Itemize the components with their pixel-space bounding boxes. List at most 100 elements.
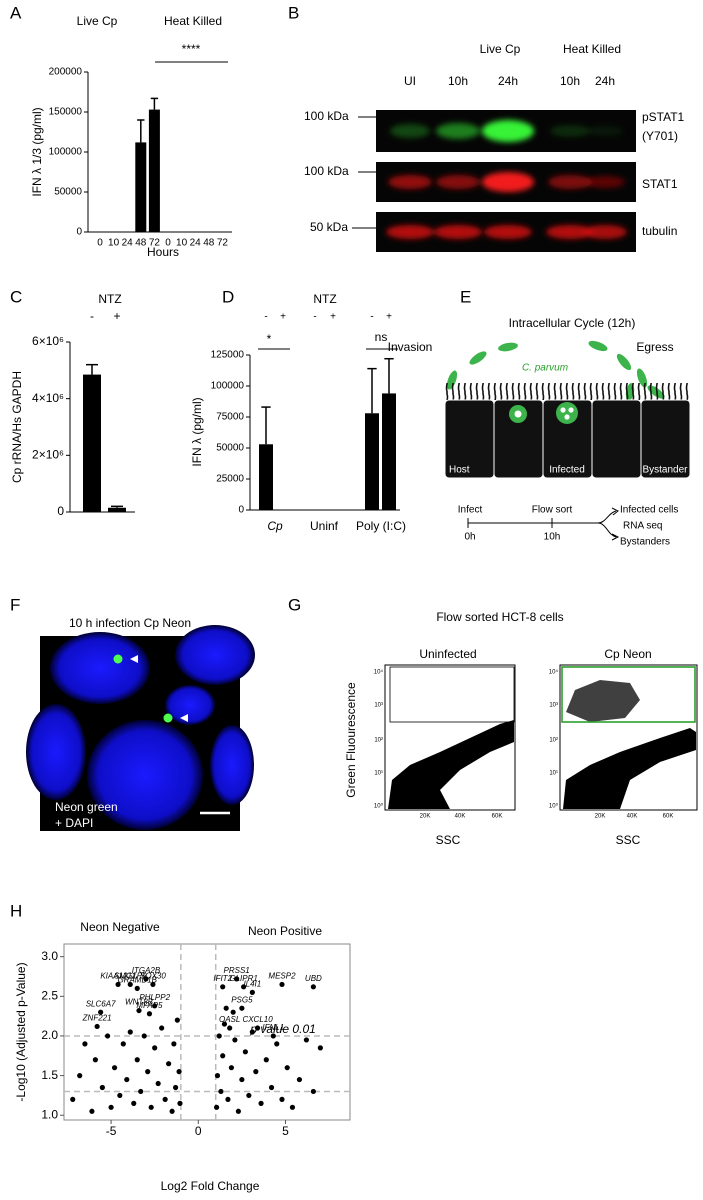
- point: [92, 1057, 98, 1063]
- category-label: 48: [135, 238, 147, 249]
- y-tick-label: 2×10⁶: [32, 448, 64, 462]
- point: [134, 1057, 140, 1063]
- point-label: SLC6A7: [86, 999, 116, 1008]
- x-tick-label: 5: [282, 1124, 289, 1138]
- point: [127, 981, 133, 988]
- cells: [444, 399, 691, 479]
- x-group-label: Cp: [267, 519, 283, 533]
- panel-h: Neon Negative Neon Positive Log2 Fold Ch…: [14, 920, 351, 1193]
- point: [104, 1033, 111, 1039]
- point-label: WNT8B: [125, 998, 154, 1007]
- point: [155, 1080, 161, 1087]
- panel-b: Live Cp Heat Killed UI 10h 24h 10h 24h 1…: [304, 42, 685, 252]
- y-tick-label: 150000: [49, 107, 83, 118]
- point: [268, 1084, 275, 1091]
- y-tick-label: 10⁰: [549, 803, 559, 810]
- point: [235, 1108, 241, 1114]
- bar: [382, 393, 396, 510]
- bands: [583, 225, 627, 239]
- group-label: Heat Killed: [563, 42, 621, 56]
- point: [166, 1061, 172, 1067]
- point: [134, 985, 140, 991]
- bar: [365, 413, 379, 510]
- point: [234, 976, 240, 982]
- point-label: OASL: [219, 1015, 240, 1024]
- cell-label: Bystander: [642, 465, 688, 476]
- point: [127, 1029, 133, 1035]
- lane-label: 10h: [560, 74, 580, 88]
- y-tick-label: 10¹: [374, 771, 383, 777]
- legend: + DAPI: [55, 816, 93, 830]
- bands: [585, 176, 625, 188]
- point: [249, 1029, 255, 1035]
- category-label: 10: [176, 238, 188, 249]
- parasites: [616, 353, 632, 371]
- parasites: [498, 342, 518, 352]
- point: [239, 1005, 245, 1011]
- category-label: +: [280, 312, 286, 323]
- point-label: IFNL1: [262, 1023, 284, 1032]
- x-group-label: Uninf: [310, 519, 339, 533]
- group-label: Neon Positive: [248, 924, 322, 938]
- annotation: ****: [182, 42, 201, 56]
- panel-c: NTZ 0 2×10⁶ 4×10⁶ 6×10⁶ - + Cp rRNA/Hs GAPDH: [10, 292, 135, 518]
- point: [115, 981, 121, 988]
- point-label: IL4I1: [243, 979, 261, 988]
- y-tick-label: 2.5: [41, 988, 58, 1002]
- time-label: 10h: [544, 532, 561, 543]
- panel-f: 10 h infection Cp Neon Neon green + DAPI: [26, 616, 255, 831]
- point: [242, 1049, 248, 1055]
- point: [89, 1108, 95, 1114]
- legend: Neon green: [55, 800, 118, 814]
- bands: [550, 125, 590, 137]
- y-tick-label: 4×10⁶: [32, 391, 64, 405]
- x-label: SSC: [616, 833, 641, 847]
- diagram-title: Intracellular Cycle (12h): [509, 316, 636, 330]
- x-tick-label: 20K: [420, 814, 431, 820]
- protein-label: pSTAT1: [642, 110, 685, 124]
- bands: [386, 120, 627, 239]
- y-tick-label: 0: [238, 505, 244, 516]
- point-label: ITGA2B: [132, 966, 161, 975]
- point: [171, 1041, 177, 1047]
- nuclei: [26, 625, 255, 830]
- category-label: +: [330, 312, 336, 323]
- nuclei: [210, 725, 254, 805]
- point: [145, 1069, 151, 1075]
- point: [136, 1007, 142, 1014]
- bands: [386, 225, 434, 239]
- point: [99, 1084, 105, 1091]
- point: [279, 981, 285, 988]
- point: [117, 1092, 123, 1099]
- cell-label: Infected: [549, 465, 585, 476]
- x-tick-label: 60K: [492, 814, 503, 820]
- merozoites: [564, 414, 570, 420]
- category-label: -: [90, 309, 94, 323]
- x-tick-label: 40K: [627, 814, 638, 820]
- point: [108, 1104, 114, 1110]
- panel-a: Live Cp Heat Killed **** Hours 050000100…: [30, 14, 232, 259]
- step-label: Flow sort: [532, 505, 573, 516]
- panel-letter: B: [288, 3, 299, 22]
- y-tick-label: 0: [76, 227, 82, 238]
- point: [143, 976, 149, 982]
- x-label: Hours: [147, 245, 179, 259]
- point: [138, 1088, 144, 1095]
- panel-letters: A B C D E F G H: [10, 3, 471, 920]
- x-label: Log2 Fold Change: [161, 1179, 260, 1193]
- nuclei: [50, 632, 150, 704]
- point: [310, 1088, 316, 1095]
- merozoites: [568, 407, 574, 413]
- stage-label: Egress: [636, 340, 673, 354]
- point: [241, 984, 247, 990]
- nuclei: [87, 720, 203, 830]
- panel-e: Intracellular Cycle (12h) Invasion Egres…: [388, 316, 691, 548]
- point: [111, 1065, 118, 1071]
- group-label: Heat Killed: [164, 14, 222, 28]
- merozoites: [560, 407, 574, 420]
- panel-letter: G: [288, 595, 301, 614]
- panel-letter: E: [460, 287, 471, 306]
- protein-label: tubulin: [642, 224, 677, 238]
- y-tick-label: 10⁴: [374, 669, 384, 676]
- plot-frame: [559, 664, 698, 811]
